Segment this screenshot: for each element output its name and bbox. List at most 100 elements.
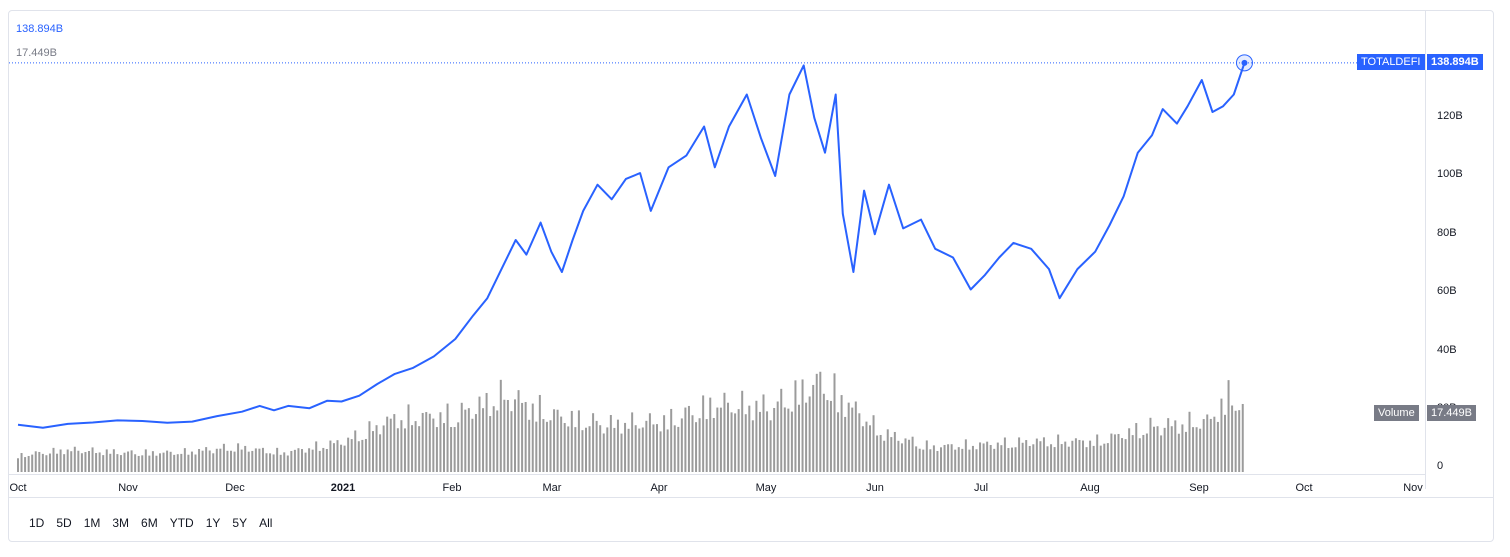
volume-bar: [538, 394, 541, 472]
volume-bar: [616, 419, 619, 472]
volume-bar: [432, 418, 435, 472]
volume-bar: [169, 451, 172, 472]
volume-bar: [1202, 419, 1205, 472]
volume-bar: [915, 446, 918, 472]
volume-bar: [489, 416, 492, 472]
volume-bar: [357, 441, 360, 472]
volume-bar: [350, 439, 353, 472]
volume-bar: [325, 449, 328, 472]
volume-bar: [1039, 441, 1042, 472]
volume-bar: [212, 453, 215, 472]
volume-bar: [641, 427, 644, 472]
volume-bar: [105, 449, 108, 472]
volume-bar: [521, 402, 524, 472]
volume-bar: [1011, 447, 1013, 472]
volume-bar: [208, 450, 211, 472]
volume-bar: [1121, 438, 1124, 472]
volume-bar: [123, 452, 126, 472]
volume-bar: [606, 427, 609, 472]
y-tick-label: 0: [1437, 460, 1444, 472]
volume-bar: [794, 380, 797, 472]
volume-bar: [1099, 445, 1102, 472]
volume-bar: [1089, 440, 1092, 472]
volume-bar: [130, 450, 133, 472]
y-tick-label: 100B: [1437, 168, 1463, 180]
range-3m-button[interactable]: 3M: [112, 516, 130, 530]
volume-bar: [361, 439, 364, 472]
volume-bar: [762, 394, 765, 472]
volume-bar: [443, 423, 445, 472]
volume-bar: [59, 449, 62, 472]
volume-bar: [27, 455, 30, 472]
range-all-button[interactable]: All: [259, 516, 273, 530]
volume-bar: [734, 413, 737, 472]
volume-bar: [403, 428, 406, 472]
volume-bar: [993, 448, 996, 472]
volume-bar: [766, 411, 769, 472]
volume-bar: [183, 448, 186, 472]
volume-bar: [354, 430, 357, 472]
volume-bar: [1184, 431, 1187, 472]
volume-bar: [1220, 398, 1223, 472]
volume-bar: [340, 444, 343, 472]
volume-bar: [230, 450, 232, 472]
volume-bar: [265, 453, 268, 472]
volume-bar: [1113, 434, 1116, 472]
volume-bar: [301, 449, 303, 472]
volume-bar: [1018, 437, 1021, 472]
volume-bar: [542, 419, 545, 472]
time-axis-separator: [9, 474, 1425, 475]
volume-bar: [1067, 446, 1070, 472]
volume-bar: [382, 425, 385, 472]
range-5y-button[interactable]: 5Y: [232, 516, 248, 530]
volume-bar: [425, 412, 428, 472]
volume-bar: [982, 443, 985, 472]
volume-bar: [829, 400, 832, 472]
volume-bar: [17, 458, 19, 472]
volume-bar: [645, 420, 648, 472]
volume-bar: [1128, 428, 1131, 472]
volume-bar: [1209, 418, 1212, 472]
volume-bar: [159, 453, 161, 472]
volume-bar: [723, 392, 726, 472]
volume-bar: [979, 442, 982, 472]
volume-bar: [446, 403, 449, 472]
volume-bar: [670, 408, 673, 472]
volume-bar: [215, 448, 218, 472]
volume-bar: [1096, 434, 1099, 472]
volume-bar: [48, 453, 51, 472]
volume-bar: [286, 455, 289, 472]
range-5d-button[interactable]: 5D: [56, 516, 72, 530]
volume-bar: [553, 409, 556, 472]
volume-bar: [588, 426, 591, 472]
volume-bar: [663, 415, 666, 472]
volume-bar: [151, 451, 154, 472]
volume-bar: [293, 449, 296, 472]
volume-bar: [237, 443, 240, 472]
volume-bar: [837, 412, 840, 472]
volume-bar: [964, 439, 967, 472]
volume-bar: [684, 407, 687, 472]
volume-bar: [411, 425, 414, 472]
volume-bar: [1050, 444, 1053, 472]
volume-bar: [769, 420, 772, 472]
volume-bar: [968, 449, 971, 472]
range-1m-button[interactable]: 1M: [83, 516, 101, 530]
range-ytd-button[interactable]: YTD: [169, 516, 194, 530]
volume-bar: [318, 450, 321, 472]
range-1d-button[interactable]: 1D: [29, 516, 45, 530]
volume-bar: [1110, 433, 1113, 472]
volume-bar: [961, 448, 964, 472]
volume-bar: [883, 440, 886, 472]
volume-bar: [1195, 427, 1198, 472]
range-6m-button[interactable]: 6M: [141, 516, 158, 530]
volume-bar: [659, 431, 662, 472]
volume-bar: [865, 421, 868, 472]
volume-bar: [144, 449, 147, 472]
range-1y-button[interactable]: 1Y: [205, 516, 221, 530]
volume-bar: [499, 379, 502, 472]
x-tick-label: Jul: [973, 482, 989, 494]
volume-bar: [336, 440, 339, 472]
volume-bar: [631, 412, 634, 472]
